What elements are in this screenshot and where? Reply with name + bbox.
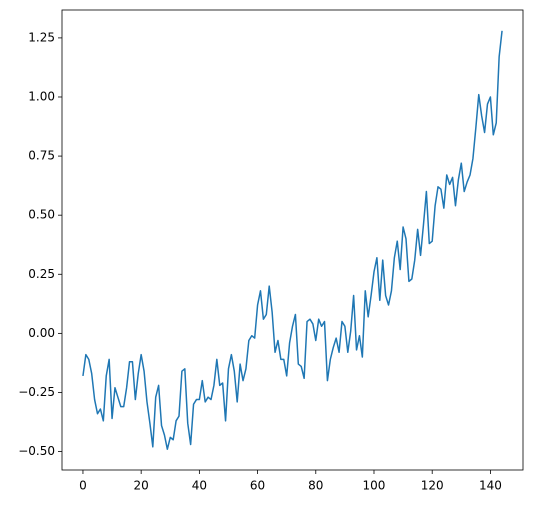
y-tick-label: 0.75 bbox=[28, 149, 55, 163]
y-tick-label: −0.50 bbox=[18, 444, 55, 458]
y-tick-label: 0.25 bbox=[28, 267, 55, 281]
y-tick-label: 1.00 bbox=[28, 89, 55, 103]
x-tick-label: 80 bbox=[308, 479, 323, 493]
y-tick-label: 0.50 bbox=[28, 208, 55, 222]
y-tick-label: −0.25 bbox=[18, 385, 55, 399]
x-tick-label: 120 bbox=[421, 479, 444, 493]
x-tick-label: 20 bbox=[134, 479, 149, 493]
x-tick-label: 140 bbox=[479, 479, 502, 493]
plot-frame bbox=[61, 9, 524, 471]
x-tick-label: 100 bbox=[363, 479, 386, 493]
x-tick-label: 0 bbox=[79, 479, 87, 493]
x-tick-label: 40 bbox=[192, 479, 207, 493]
y-tick-label: 0.00 bbox=[28, 326, 55, 340]
data-line bbox=[82, 30, 503, 450]
x-tick-label: 60 bbox=[250, 479, 265, 493]
y-tick-label: 1.25 bbox=[28, 30, 55, 44]
